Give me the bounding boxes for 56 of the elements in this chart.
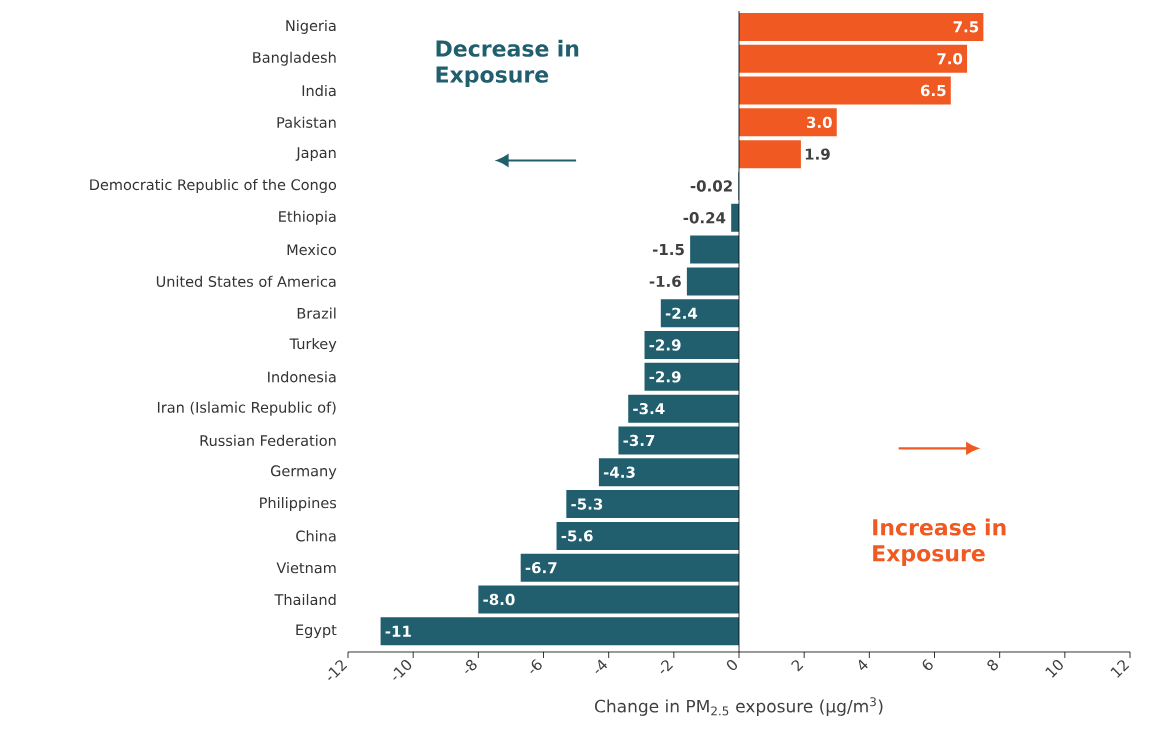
y-tick-label: Germany — [270, 465, 337, 480]
y-tick-label: United States of America — [156, 275, 336, 287]
y-tick-label: Iran (Islamic Republic of) — [157, 401, 336, 416]
x-tick-label: -10 — [393, 660, 412, 680]
data-label: -8.0 — [483, 593, 515, 606]
y-tick-label: Democratic Republic of the Congo — [90, 178, 337, 193]
x-tick-label: 6 — [922, 659, 933, 671]
data-label: -0.24 — [683, 212, 726, 224]
y-tick-label: China — [296, 530, 336, 542]
data-label: 3.0 — [806, 116, 832, 129]
y-tick-label: Philippines — [260, 497, 337, 512]
y-tick-label: Bangladesh — [253, 51, 336, 66]
data-label: -1.5 — [652, 244, 684, 256]
y-tick-label: Vietnam — [276, 562, 336, 574]
x-tick-label: -2 — [660, 660, 674, 674]
data-label: -2.4 — [665, 307, 698, 319]
y-tick-label: Pakistan — [277, 116, 336, 128]
x-tick-label: 0 — [726, 660, 737, 671]
x-axis-title: Change in PM$_{2.5}$ exposure (µg/m$^{3}$) — [595, 697, 883, 716]
x-tick-label: -8 — [465, 659, 477, 674]
data-label: -2.9 — [649, 371, 681, 383]
x-tick-label: -12 — [328, 660, 348, 680]
data-label: 6.5 — [920, 84, 946, 97]
data-label: 7.5 — [953, 21, 979, 33]
x-tick-label: 4 — [858, 659, 868, 670]
data-label: -3.7 — [623, 434, 655, 447]
data-label: -11 — [385, 625, 411, 637]
x-tick-label: 10 — [1045, 660, 1063, 678]
y-tick-label: Brazil — [297, 307, 336, 319]
data-label: -5.6 — [561, 530, 593, 542]
data-label: -0.02 — [690, 180, 732, 192]
data-label: -5.3 — [571, 498, 603, 510]
x-tick-label: 8 — [987, 659, 999, 671]
data-label: 7.0 — [937, 53, 963, 65]
y-tick-label: Indonesia — [268, 371, 336, 383]
x-tick-label: 12 — [1110, 660, 1130, 678]
y-tick-label: Turkey — [289, 338, 337, 353]
data-label: -2.9 — [649, 339, 681, 351]
annotation: Increase in Exposure — [873, 518, 1006, 566]
y-tick-label: India — [302, 84, 336, 97]
y-tick-label: Ethiopia — [279, 210, 336, 225]
y-tick-label: Japan — [295, 147, 336, 161]
data-label: -3.4 — [633, 402, 665, 415]
y-tick-label: Thailand — [274, 593, 336, 606]
x-tick-label: -6 — [530, 659, 542, 674]
y-tick-label: Russian Federation — [200, 434, 336, 447]
data-label: -4.3 — [603, 466, 635, 478]
y-tick-label: Mexico — [287, 243, 337, 256]
y-tick-label: Nigeria — [286, 19, 336, 34]
data-label: -6.7 — [525, 562, 557, 574]
data-label: -1.6 — [649, 275, 681, 288]
y-tick-label: Egypt — [296, 624, 337, 639]
x-tick-label: -4 — [595, 659, 608, 674]
data-label: 1.9 — [805, 148, 830, 160]
x-tick-label: 2 — [791, 660, 804, 672]
annotation: Decrease in Exposure — [436, 39, 579, 88]
